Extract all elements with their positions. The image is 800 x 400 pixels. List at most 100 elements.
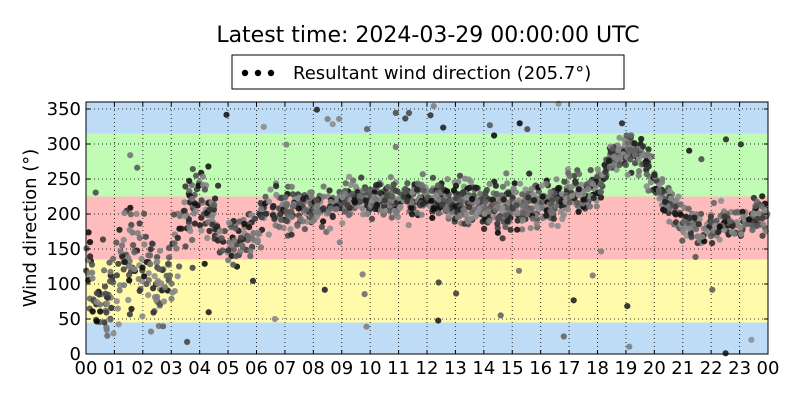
data-point [760,221,767,228]
data-point [482,198,489,206]
data-point [120,282,128,289]
data-point [161,284,169,291]
data-point [358,174,365,181]
data-point [656,189,663,196]
data-point [463,211,470,218]
data-point [418,211,425,218]
data-point [225,257,232,264]
data-point [587,167,594,174]
plot-area: 00 01 02 03 04 05 06 07 08 09 10 11 12 13 14 15 16 17 18 19… [47,99,780,379]
data-point [499,235,506,242]
data-point [287,226,294,233]
data-point [748,336,755,343]
data-point [570,297,577,304]
data-point [623,132,630,139]
data-point [128,221,135,228]
data-point [219,247,226,254]
data-point [493,190,500,198]
data-point [171,240,178,247]
data-point [504,204,511,211]
data-point [685,205,692,212]
data-point [489,196,496,203]
data-point [288,183,295,190]
data-point [136,220,143,227]
data-point [392,187,399,194]
data-point [133,210,140,217]
data-point [300,195,307,202]
data-point [632,160,639,167]
data-point [701,238,708,245]
data-point [108,304,115,311]
data-point [503,170,510,177]
data-point [116,226,123,233]
data-point [729,223,736,230]
data-point [720,208,728,215]
data-point [184,338,191,345]
data-point [504,218,511,225]
data-point [413,186,421,193]
data-point [271,214,278,221]
data-point [201,260,208,267]
data-point [92,189,99,196]
data-point [142,233,149,240]
data-point [622,162,630,169]
data-point [307,189,314,196]
data-point [680,228,687,235]
data-point [107,316,114,323]
data-point [428,197,435,204]
data-point [318,223,325,230]
data-point [507,226,514,233]
data-point [294,222,301,229]
legend-box [231,54,625,90]
y-axis-label: Wind direction (°) [20,149,41,308]
data-point [635,172,642,179]
data-point [373,182,380,189]
data-point [246,224,253,231]
data-point [262,193,269,200]
data-point [431,205,438,212]
data-point [87,253,94,260]
data-point [170,211,177,218]
data-point [308,194,315,201]
data-point [149,240,156,247]
data-point [139,313,146,320]
data-point [154,293,161,300]
data-point [372,195,379,202]
data-point [524,126,531,133]
data-point [527,225,534,232]
data-point [457,197,464,204]
data-point [585,186,592,193]
data-point [127,211,134,218]
data-point [511,180,518,187]
data-point [513,202,520,209]
x-tick-label: 16 [529,358,552,379]
legend-marker-dot [241,69,249,77]
y-tick-label: 200 [47,204,81,225]
data-point [189,264,196,271]
data-point [420,187,427,194]
data-point [289,203,296,210]
x-tick-label: 13 [444,358,467,379]
data-point [237,234,244,241]
data-point [324,116,331,123]
data-point [363,323,370,330]
data-point [758,203,765,210]
data-point [313,213,320,220]
data-point [635,156,643,163]
data-point [254,238,261,245]
data-point [201,186,208,193]
data-point [642,160,649,168]
data-point [413,209,421,216]
y-tick-label: 0 [70,344,81,365]
data-point [529,215,537,222]
data-point [387,174,394,181]
x-tick-label: 15 [501,358,524,379]
data-point [193,172,200,179]
data-point [731,230,738,237]
data-point [206,227,213,235]
data-point [502,223,509,230]
x-tick-label: 04 [188,358,211,379]
data-point [260,123,267,130]
data-point [381,197,388,204]
data-point [254,230,261,237]
